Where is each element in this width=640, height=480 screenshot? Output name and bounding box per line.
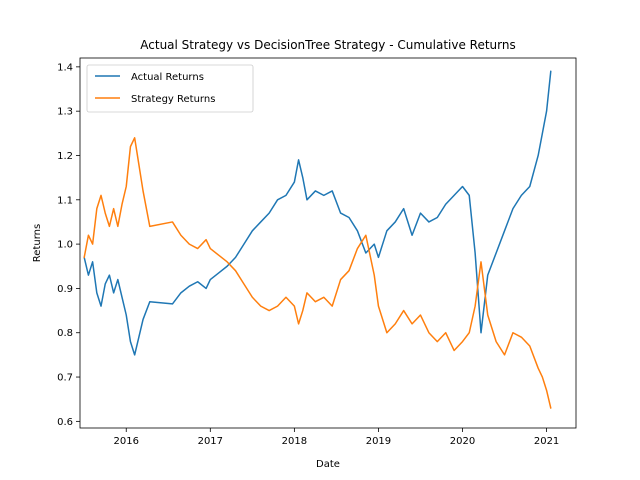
plot-area (83, 70, 552, 409)
y-tick-label: 1.1 (57, 195, 73, 206)
y-tick-label: 1.2 (57, 151, 73, 162)
x-tick-label: 2021 (534, 436, 559, 447)
x-tick-label: 2016 (114, 436, 139, 447)
chart-title: Actual Strategy vs DecisionTree Strategy… (140, 38, 515, 52)
x-tick-label: 2020 (450, 436, 475, 447)
plot-frame (79, 57, 577, 429)
series-line-strategy-returns (83, 137, 552, 409)
x-tick-label: 2017 (198, 436, 223, 447)
legend-label-strategy-returns: Strategy Returns (131, 94, 215, 105)
legend-label-actual-returns: Actual Returns (131, 72, 204, 83)
y-axis-title: Returns (32, 224, 43, 262)
x-axis-title: Date (316, 459, 340, 470)
series-line-actual-returns (83, 70, 552, 356)
y-tick-label: 0.8 (57, 328, 73, 339)
x-tick-label: 2018 (282, 436, 307, 447)
y-tick-label: 1.4 (57, 62, 73, 73)
legend: Actual Returns Strategy Returns (86, 64, 254, 113)
x-axis: 2016 2017 2018 2019 2020 2021 (114, 428, 559, 447)
y-tick-label: 1.0 (57, 240, 73, 251)
y-tick-label: 1.3 (57, 107, 73, 118)
x-tick-label: 2019 (366, 436, 391, 447)
series-layer (83, 70, 552, 409)
y-tick-label: 0.9 (57, 284, 73, 295)
legend-box (86, 64, 254, 113)
y-tick-label: 0.7 (57, 373, 73, 384)
y-tick-label: 0.6 (57, 417, 73, 428)
y-axis: 0.6 0.7 0.8 0.9 1.0 1.1 1.2 1.3 1.4 (57, 62, 80, 428)
